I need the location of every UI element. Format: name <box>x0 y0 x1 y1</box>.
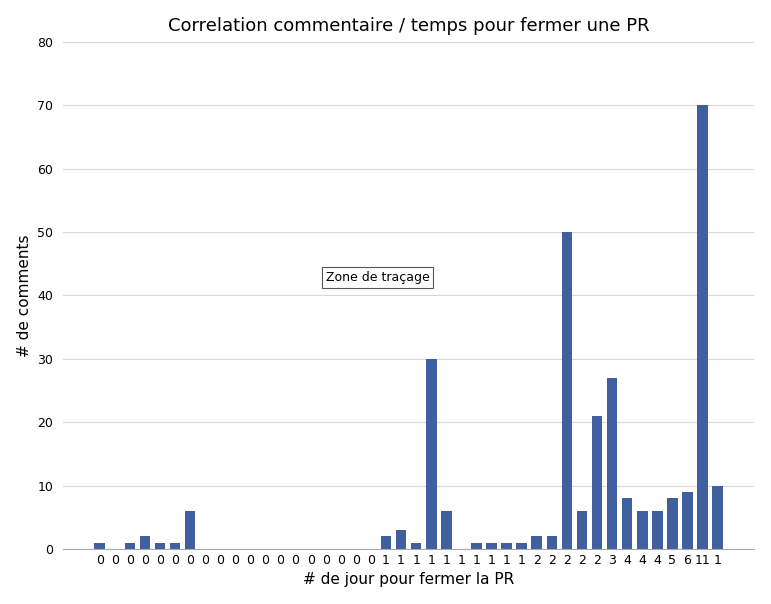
Bar <box>622 498 632 549</box>
Bar <box>155 542 165 549</box>
Bar <box>517 542 527 549</box>
Bar <box>125 542 135 549</box>
Bar <box>697 105 708 549</box>
Bar <box>381 536 392 549</box>
X-axis label: # de jour pour fermer la PR: # de jour pour fermer la PR <box>303 573 514 587</box>
Bar <box>396 530 406 549</box>
Title: Correlation commentaire / temps pour fermer une PR: Correlation commentaire / temps pour fer… <box>168 17 649 34</box>
Bar <box>682 492 693 549</box>
Bar <box>94 542 105 549</box>
Bar <box>411 542 422 549</box>
Bar <box>712 486 723 549</box>
Bar <box>561 232 572 549</box>
Bar <box>592 416 602 549</box>
Bar <box>441 511 452 549</box>
Bar <box>667 498 678 549</box>
Y-axis label: # de comments: # de comments <box>17 234 32 356</box>
Bar <box>140 536 150 549</box>
Bar <box>637 511 648 549</box>
Bar <box>170 542 180 549</box>
Bar <box>547 536 557 549</box>
Bar <box>652 511 662 549</box>
Bar <box>577 511 588 549</box>
Bar <box>487 542 497 549</box>
Bar <box>471 542 482 549</box>
Bar <box>501 542 512 549</box>
Bar <box>531 536 542 549</box>
Bar <box>185 511 195 549</box>
Bar <box>607 378 618 549</box>
Bar <box>426 359 436 549</box>
Text: Zone de traçage: Zone de traçage <box>325 271 429 284</box>
